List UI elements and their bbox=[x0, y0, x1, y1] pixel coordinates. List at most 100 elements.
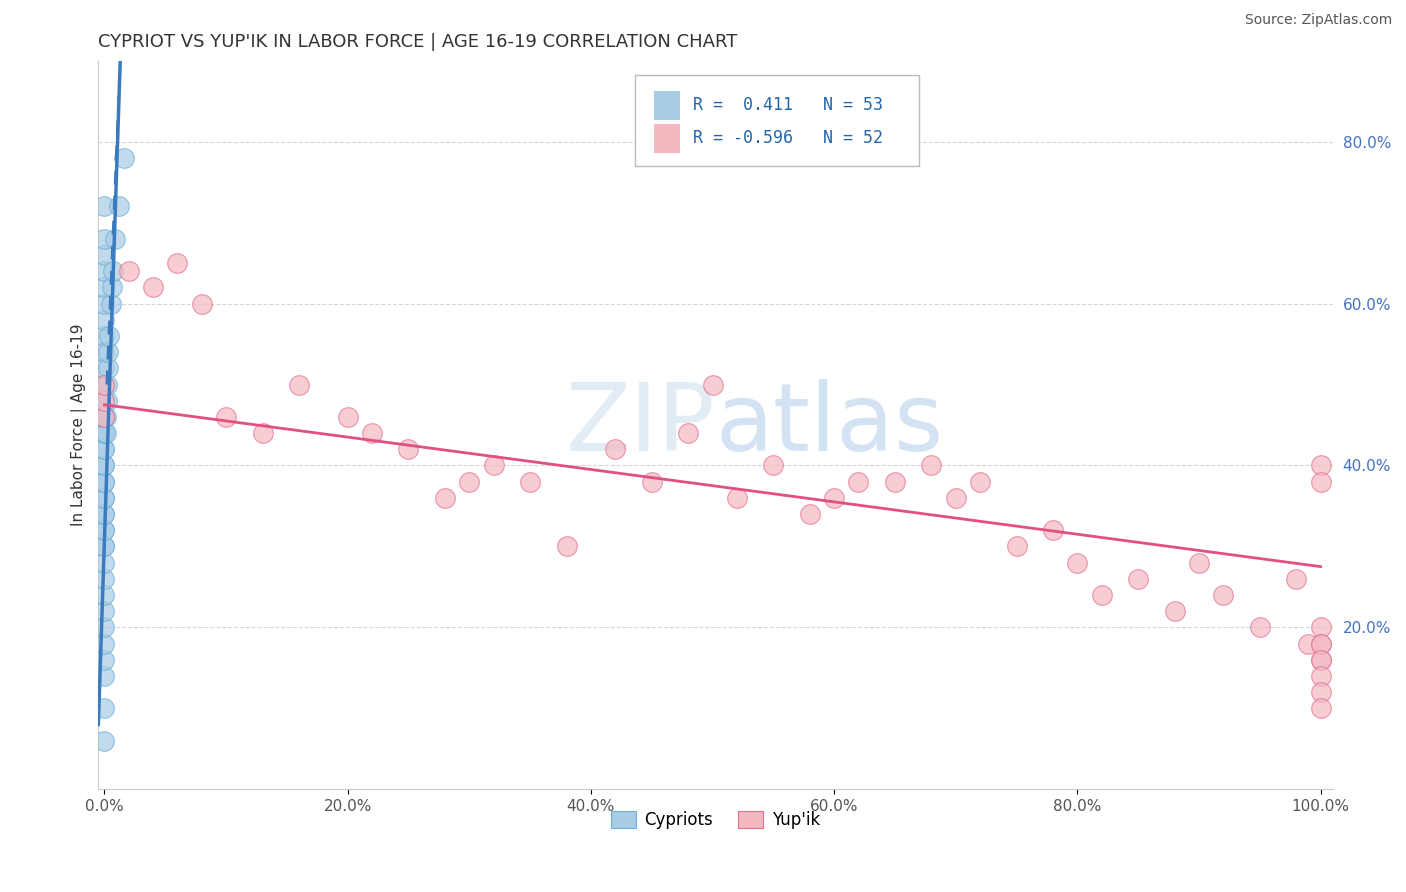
Point bbox=[215, 409, 238, 424]
Point bbox=[93, 312, 115, 326]
Point bbox=[93, 248, 115, 262]
Point bbox=[1066, 556, 1088, 570]
Point bbox=[1309, 685, 1331, 699]
Point bbox=[100, 296, 122, 310]
Point bbox=[252, 426, 274, 441]
Point bbox=[799, 507, 821, 521]
Point bbox=[93, 588, 115, 602]
Point bbox=[93, 733, 115, 747]
Point bbox=[93, 491, 115, 505]
Point bbox=[641, 475, 664, 489]
Point bbox=[93, 409, 115, 424]
Text: R =  0.411   N = 53: R = 0.411 N = 53 bbox=[693, 96, 883, 114]
Text: atlas: atlas bbox=[716, 379, 943, 471]
Point bbox=[93, 409, 115, 424]
Point bbox=[93, 442, 115, 457]
Point bbox=[108, 199, 131, 213]
Point bbox=[100, 280, 122, 294]
Point bbox=[458, 475, 481, 489]
Point bbox=[93, 393, 115, 408]
Text: R = -0.596   N = 52: R = -0.596 N = 52 bbox=[693, 129, 883, 147]
Point bbox=[93, 604, 115, 618]
Point bbox=[93, 653, 115, 667]
Point bbox=[93, 507, 115, 521]
Point bbox=[1005, 540, 1028, 554]
Point bbox=[93, 296, 115, 310]
Point bbox=[1309, 475, 1331, 489]
Point bbox=[93, 458, 115, 473]
Point bbox=[118, 264, 141, 278]
Point bbox=[94, 409, 117, 424]
Point bbox=[605, 442, 627, 457]
Point bbox=[361, 426, 384, 441]
Point bbox=[93, 636, 115, 650]
Bar bbox=[654, 91, 679, 119]
Point bbox=[97, 345, 120, 359]
Point bbox=[93, 491, 115, 505]
Point bbox=[96, 393, 118, 408]
Point bbox=[93, 232, 115, 246]
Point bbox=[1309, 636, 1331, 650]
Point bbox=[93, 620, 115, 634]
Point bbox=[725, 491, 748, 505]
Point bbox=[93, 701, 115, 715]
Point bbox=[97, 361, 120, 376]
Point bbox=[823, 491, 845, 505]
Text: ZIP: ZIP bbox=[567, 379, 716, 471]
Point bbox=[1163, 604, 1185, 618]
Text: CYPRIOT VS YUP'IK IN LABOR FORCE | AGE 16-19 CORRELATION CHART: CYPRIOT VS YUP'IK IN LABOR FORCE | AGE 1… bbox=[98, 33, 738, 51]
Point bbox=[93, 458, 115, 473]
Point bbox=[676, 426, 699, 441]
Point bbox=[190, 296, 212, 310]
Point bbox=[93, 540, 115, 554]
Point bbox=[93, 280, 115, 294]
Point bbox=[1188, 556, 1211, 570]
Legend: Cypriots, Yup'ik: Cypriots, Yup'ik bbox=[605, 804, 827, 836]
Point bbox=[1309, 653, 1331, 667]
Point bbox=[93, 507, 115, 521]
Point bbox=[142, 280, 165, 294]
Point bbox=[93, 409, 115, 424]
Point bbox=[702, 377, 724, 392]
Point bbox=[920, 458, 942, 473]
Point bbox=[1309, 458, 1331, 473]
Point bbox=[519, 475, 541, 489]
Point bbox=[93, 264, 115, 278]
FancyBboxPatch shape bbox=[636, 75, 920, 167]
Point bbox=[945, 491, 967, 505]
Point bbox=[93, 572, 115, 586]
Point bbox=[93, 540, 115, 554]
Point bbox=[93, 669, 115, 683]
Point bbox=[93, 556, 115, 570]
Point bbox=[93, 199, 115, 213]
Point bbox=[98, 329, 121, 343]
Point bbox=[104, 232, 127, 246]
Point bbox=[1212, 588, 1234, 602]
Point bbox=[1249, 620, 1271, 634]
Point bbox=[93, 523, 115, 537]
Point bbox=[398, 442, 420, 457]
Point bbox=[94, 426, 117, 441]
Point bbox=[848, 475, 870, 489]
Point bbox=[1309, 636, 1331, 650]
Point bbox=[101, 264, 124, 278]
Point bbox=[93, 475, 115, 489]
Point bbox=[93, 442, 115, 457]
Text: Source: ZipAtlas.com: Source: ZipAtlas.com bbox=[1244, 13, 1392, 28]
Point bbox=[555, 540, 578, 554]
Point bbox=[93, 377, 115, 392]
Point bbox=[93, 345, 115, 359]
Point bbox=[1091, 588, 1114, 602]
Point bbox=[482, 458, 505, 473]
Point bbox=[1285, 572, 1308, 586]
Point bbox=[96, 377, 118, 392]
Point bbox=[93, 523, 115, 537]
Point bbox=[288, 377, 311, 392]
Point bbox=[93, 475, 115, 489]
Point bbox=[93, 377, 115, 392]
Point bbox=[112, 151, 135, 165]
Point bbox=[93, 361, 115, 376]
Point bbox=[166, 256, 188, 270]
Point bbox=[336, 409, 359, 424]
Y-axis label: In Labor Force | Age 16-19: In Labor Force | Age 16-19 bbox=[72, 324, 87, 526]
